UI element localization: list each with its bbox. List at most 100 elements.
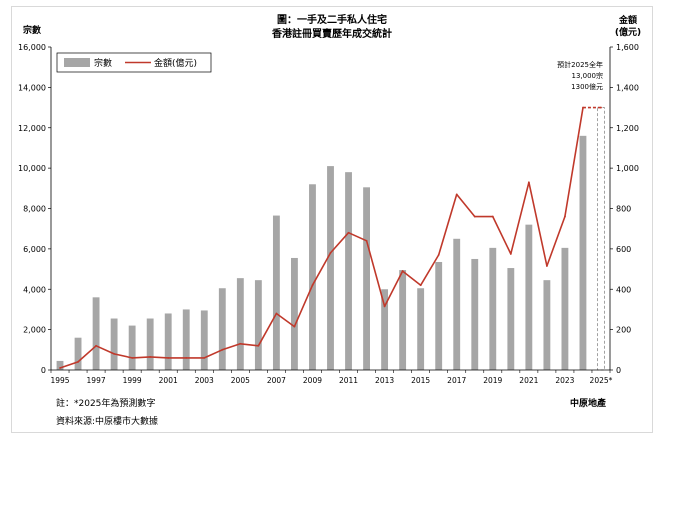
left-tick-label: 0: [41, 366, 46, 375]
chart-title-line2: 香港註冊買賣歷年成交統計: [272, 27, 392, 40]
left-tick-label: 8,000: [23, 205, 46, 214]
annotation-line-1: 預計2025全年: [557, 60, 603, 69]
right-tick-label: 600: [616, 245, 631, 254]
amount-point-2020: [509, 253, 512, 255]
left-axis-title: 宗數: [23, 24, 42, 36]
bar-2010: [327, 166, 334, 370]
bar-2020: [507, 268, 515, 370]
bar-2002: [182, 309, 190, 370]
bar-2003: [200, 310, 208, 370]
amount-point-2018: [473, 215, 476, 218]
bar-2012: [363, 187, 370, 370]
x-tick-label: 2017: [447, 376, 466, 385]
x-tick-label: 1997: [87, 376, 106, 385]
bar-2009: [309, 184, 316, 370]
bar-2008: [291, 257, 298, 370]
bar-1996: [74, 337, 82, 370]
bar-2013: [381, 289, 389, 370]
x-tick-label: 2025*: [590, 376, 613, 385]
x-tick-label: 2023: [555, 376, 574, 385]
bar-2007: [272, 215, 280, 370]
amount-point-2022: [545, 265, 548, 267]
amount-point-2003: [203, 356, 206, 359]
amount-point-2017: [455, 193, 458, 196]
left-tick-label: 4,000: [23, 285, 46, 294]
chart-title-line1: 圖：一手及二手私人住宅: [277, 13, 387, 26]
amount-point-1997: [95, 344, 97, 347]
legend-label-count: 宗數: [94, 57, 112, 69]
bar-1995: [56, 360, 64, 370]
amount-point-2011: [347, 231, 350, 234]
annotation-line-3: 1300億元: [571, 82, 603, 91]
bar-2001: [164, 313, 172, 370]
right-tick-label: 1,400: [616, 83, 639, 92]
bar-2016: [435, 261, 443, 370]
amount-point-2006: [257, 344, 260, 347]
legend-bar-swatch: [64, 58, 90, 67]
amount-point-2015: [419, 284, 422, 287]
amount-point-1999: [131, 356, 134, 359]
bar-2005: [236, 278, 244, 370]
bar-2025: [597, 107, 605, 371]
bar-2018: [471, 258, 479, 370]
annotation-line-2: 13,000宗: [572, 71, 604, 80]
amount-point-2016: [437, 254, 440, 256]
x-tick-label: 2015: [411, 376, 430, 385]
legend-label-amount: 金額(億元): [154, 57, 197, 69]
x-tick-label: 2011: [339, 376, 358, 385]
bar-2004: [218, 288, 226, 370]
x-tick-label: 1995: [50, 376, 69, 385]
x-tick-label: 2009: [303, 376, 322, 385]
amount-point-2010: [329, 252, 332, 254]
bar-2011: [345, 172, 352, 370]
right-tick-label: 1,000: [616, 164, 639, 173]
right-tick-label: 1,200: [616, 124, 639, 133]
legend: 宗數 金額(億元): [56, 52, 212, 73]
x-tick-label: 1999: [123, 376, 142, 385]
right-tick-label: 200: [616, 326, 631, 335]
amount-point-2005: [239, 342, 242, 345]
x-tick-label: 2001: [159, 376, 178, 385]
amount-point-1996: [77, 361, 79, 363]
bar-2023: [561, 247, 569, 370]
amount-point-1998: [113, 352, 116, 355]
amount-point-2004: [221, 348, 224, 351]
left-tick-label: 2,000: [23, 326, 46, 335]
x-tick-label: 2013: [375, 376, 394, 385]
amount-point-2001: [167, 356, 170, 359]
x-tick-label: 2019: [483, 376, 502, 385]
footnote-source: 資料來源:中原樓市大數據: [56, 415, 158, 427]
right-tick-label: 0: [616, 366, 621, 375]
bar-1997: [92, 297, 100, 370]
brand-label: 中原地產: [570, 397, 606, 409]
bar-2015: [417, 288, 425, 370]
bar-1998: [110, 318, 118, 370]
bar-2000: [146, 318, 154, 370]
amount-point-2008: [293, 325, 296, 328]
bar-2024: [579, 135, 587, 370]
bar-2022: [543, 280, 551, 370]
bar-2017: [453, 238, 461, 370]
footnote-forecast: 註：*2025年為預測數字: [56, 397, 155, 409]
left-tick-label: 16,000: [18, 43, 46, 52]
x-tick-label: 2007: [267, 376, 286, 385]
right-axis-title-line2: (億元): [615, 26, 641, 38]
left-tick-label: 12,000: [18, 124, 46, 133]
amount-point-2007: [275, 312, 278, 315]
left-tick-label: 14,000: [18, 83, 46, 92]
x-tick-label: 2003: [195, 376, 214, 385]
right-axis-title-line1: 金額: [618, 14, 637, 26]
amount-point-2014: [401, 270, 404, 272]
amount-point-2021: [527, 181, 530, 184]
bar-2019: [489, 247, 497, 370]
chart-frame: 圖：一手及二手私人住宅 香港註冊買賣歷年成交統計 宗數 金額 (億元) 0 2,0…: [11, 6, 653, 433]
right-tick-label: 800: [616, 205, 631, 214]
right-tick-label: 1,600: [616, 43, 639, 52]
chart-svg: 圖：一手及二手私人住宅 香港註冊買賣歷年成交統計 宗數 金額 (億元) 0 2,0…: [18, 13, 641, 427]
forecast-annotation: 預計2025全年 13,000宗 1300億元: [557, 60, 603, 91]
bar-2006: [254, 280, 262, 370]
amount-point-2000: [149, 355, 152, 358]
left-tick-label: 6,000: [23, 245, 46, 254]
right-tick-label: 400: [616, 285, 631, 294]
amount-point-1995: [59, 367, 61, 369]
